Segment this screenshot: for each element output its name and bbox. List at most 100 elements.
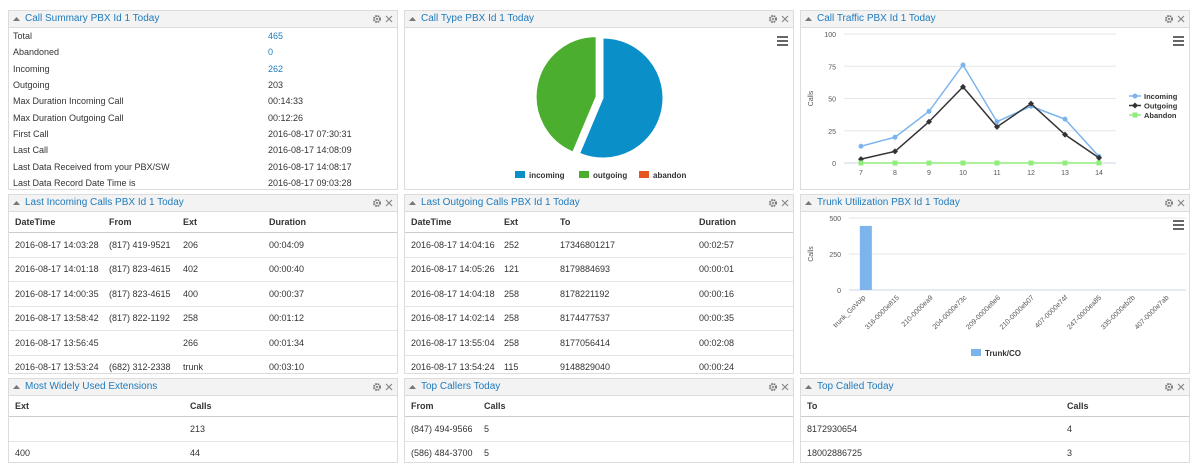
gear — [769, 383, 777, 391]
data-point — [994, 123, 1000, 130]
close-icon[interactable] — [781, 383, 789, 391]
collapse-icon[interactable] — [408, 14, 418, 24]
header-row: To Calls — [801, 396, 1189, 417]
table-cell: 465 — [268, 31, 284, 42]
table-cell: 17346801217 — [554, 232, 693, 258]
data-point — [1062, 131, 1068, 138]
settings-icon[interactable] — [373, 199, 381, 207]
table-cell: 18002886725 — [801, 441, 1061, 462]
collapse-icon[interactable] — [12, 382, 22, 392]
collapse-icon[interactable] — [408, 198, 418, 208]
gear-hub — [1168, 18, 1170, 20]
close-icon[interactable] — [385, 383, 393, 391]
chart-menu[interactable] — [1173, 36, 1184, 46]
panel-body: To Calls 8172930654 4 18002886725 3 — [801, 396, 1189, 462]
panel-tools — [1165, 15, 1185, 23]
panel-title[interactable]: Last Outgoing Calls PBX Id 1 Today — [421, 197, 580, 208]
chart-menu[interactable] — [1173, 220, 1184, 230]
panel-title[interactable]: Call Traffic PBX Id 1 Today — [817, 13, 936, 24]
column-header: Ext — [9, 396, 184, 417]
settings-icon[interactable] — [1165, 383, 1173, 391]
data-point — [1028, 100, 1034, 107]
gear — [1165, 199, 1173, 207]
close-icon[interactable] — [385, 199, 393, 207]
table-cell: 00:02:57 — [693, 232, 793, 258]
panel-title[interactable]: Top Called Today — [817, 381, 894, 392]
table-row: 2016-08-17 14:01:18 (817) 823-4615 402 00:0… — [9, 257, 397, 282]
table-cell: 2016-08-17 07:30:31 — [268, 128, 352, 139]
data-point — [960, 62, 966, 68]
table-row: 2016-08-17 13:54:24 115 9148829040 00:00:24 — [405, 355, 793, 373]
data-point — [926, 108, 932, 114]
table-cell: 400 — [177, 281, 263, 307]
table-cell: (817) 822-1192 — [103, 306, 177, 331]
caret — [13, 201, 20, 205]
y-axis-label: Calls — [808, 246, 815, 262]
settings-icon[interactable] — [373, 383, 381, 391]
collapse-icon[interactable] — [408, 382, 418, 392]
table-cell: 213 — [184, 416, 397, 442]
legend-marker — [1132, 93, 1138, 99]
chart-menu[interactable] — [777, 36, 788, 46]
table-row: (586) 484-3700 5 — [405, 441, 793, 462]
gear — [373, 199, 381, 207]
settings-icon[interactable] — [769, 199, 777, 207]
table-row: 2016-08-17 13:55:04 258 8177056414 00:02:08 — [405, 330, 793, 356]
table-cell: 2016-08-17 14:05:26 — [405, 257, 498, 282]
data-point — [892, 160, 898, 166]
panel-body: 0 250 500 Calls trunk_GoVoip 316-0000e815 210-… — [801, 212, 1189, 373]
panel-title[interactable]: Call Type PBX Id 1 Today — [421, 13, 535, 24]
panel-title[interactable]: Call Summary PBX Id 1 Today — [25, 13, 160, 24]
collapse-icon[interactable] — [804, 382, 814, 392]
table-cell: 252 — [498, 232, 554, 258]
caret — [805, 385, 812, 389]
panel-tools — [373, 15, 393, 23]
settings-icon[interactable] — [1165, 199, 1173, 207]
table-row: 2016-08-17 14:00:35 (817) 823-4615 400 00:0… — [9, 281, 397, 307]
table-row: Last Data Record Date Time is 2016-08-17 … — [9, 175, 397, 189]
close-icon[interactable] — [781, 199, 789, 207]
x-tick-label: 209-0000e8e6 — [965, 294, 1002, 331]
panel-title[interactable]: Most Widely Used Extensions — [25, 381, 158, 392]
table-row: 18002886725 3 — [801, 441, 1189, 462]
settings-icon[interactable] — [769, 15, 777, 23]
table-row: Outgoing 203 — [9, 77, 397, 93]
legend-swatch — [579, 171, 589, 178]
table-cell: 2016-08-17 13:58:42 — [9, 306, 103, 331]
collapse-icon[interactable] — [12, 198, 22, 208]
table-row: Last Call 2016-08-17 14:08:09 — [9, 142, 397, 158]
gear-hub — [376, 18, 378, 20]
collapse-icon[interactable] — [804, 198, 814, 208]
data-table: Total 465 Abandoned 0 Incoming 262 Outgoing 203… — [9, 28, 397, 189]
table-cell: 2016-08-17 13:55:04 — [405, 330, 498, 356]
y-tick-label: 100 — [824, 32, 836, 39]
close-icon[interactable] — [1177, 383, 1185, 391]
panel-title[interactable]: Top Callers Today — [421, 381, 501, 392]
table-cell: 2016-08-17 14:08:17 — [268, 161, 352, 172]
table-cell: 8177056414 — [554, 330, 693, 356]
header-row: From Calls — [405, 396, 793, 417]
table-row: Last Data Received from your PBX/SW 2016-… — [9, 158, 397, 174]
table-cell: 8179884693 — [554, 257, 693, 282]
panel-title[interactable]: Trunk Utilization PBX Id 1 Today — [817, 197, 960, 208]
panel-header: Last Incoming Calls PBX Id 1 Today — [9, 195, 397, 212]
collapse-icon[interactable] — [12, 14, 22, 24]
table-cell: (682) 312-2338 — [103, 355, 177, 373]
table-cell: 00:03:10 — [263, 355, 397, 373]
collapse-icon[interactable] — [804, 14, 814, 24]
y-tick-label: 50 — [828, 97, 836, 104]
panel-header: Top Callers Today — [405, 379, 793, 396]
close-icon[interactable] — [385, 15, 393, 23]
table-cell: 00:04:09 — [263, 232, 397, 258]
settings-icon[interactable] — [769, 383, 777, 391]
close-icon[interactable] — [1177, 15, 1185, 23]
table-cell: 00:00:37 — [263, 281, 397, 307]
settings-icon[interactable] — [373, 15, 381, 23]
close-icon[interactable] — [781, 15, 789, 23]
column-header: Calls — [478, 396, 793, 417]
settings-icon[interactable] — [1165, 15, 1173, 23]
panel-title[interactable]: Last Incoming Calls PBX Id 1 Today — [25, 197, 184, 208]
close-icon[interactable] — [1177, 199, 1185, 207]
table-row: First Call 2016-08-17 07:30:31 — [9, 126, 397, 142]
panel: Trunk Utilization PBX Id 1 Today 0 250 500 C… — [800, 194, 1190, 374]
